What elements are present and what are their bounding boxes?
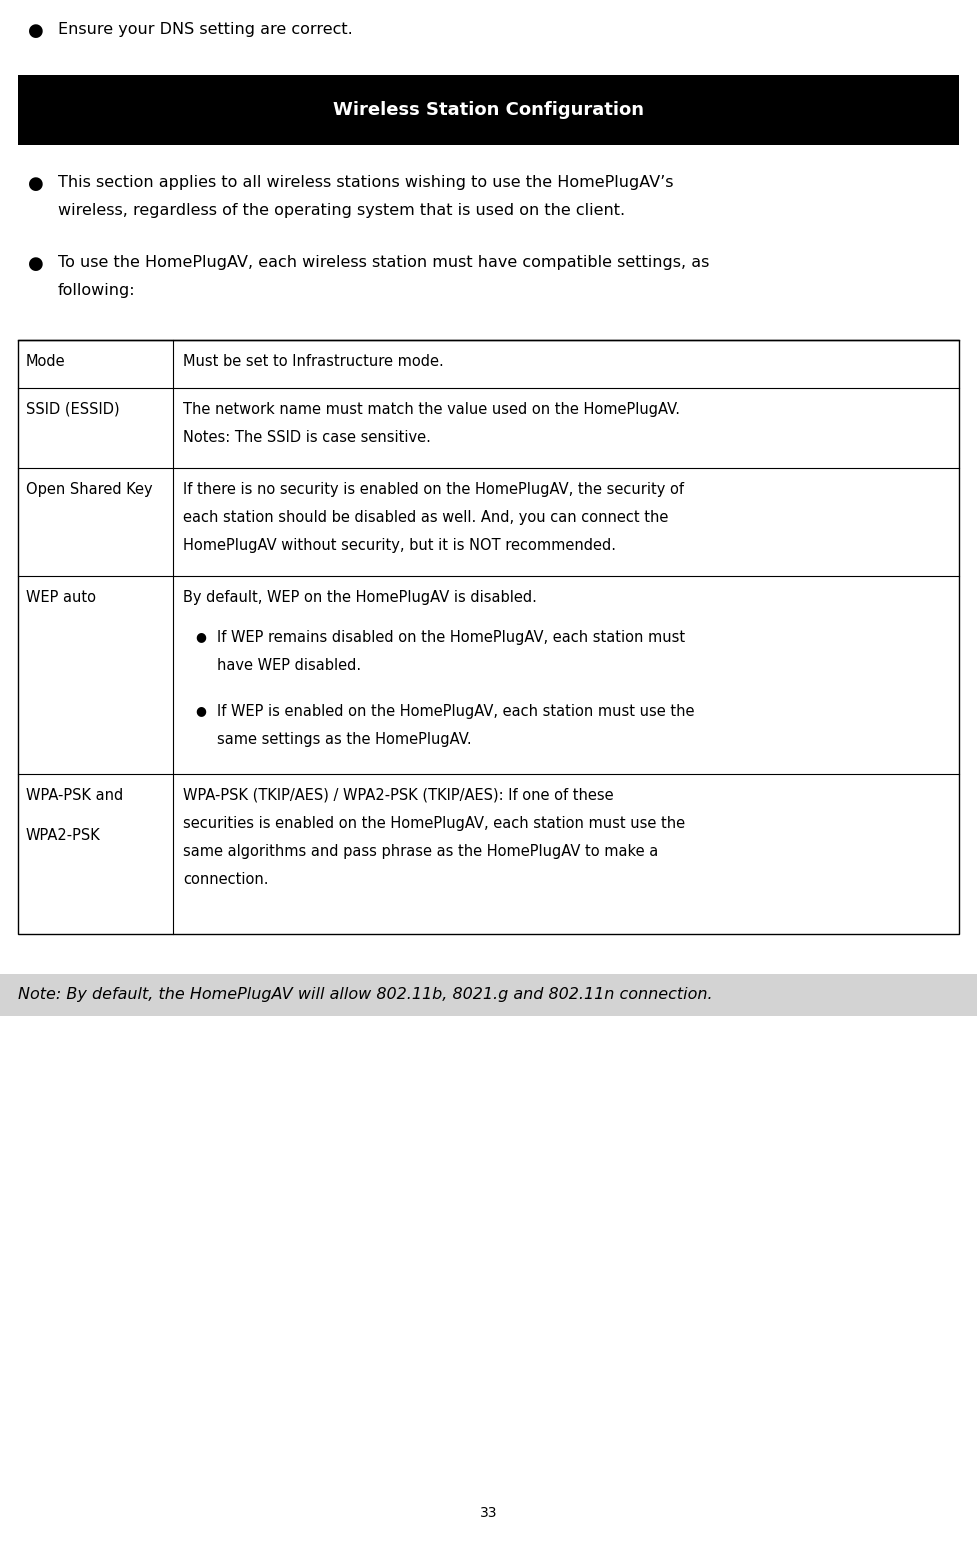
Text: have WEP disabled.: have WEP disabled. [217, 658, 361, 673]
Text: ●: ● [28, 175, 44, 194]
Text: wireless, regardless of the operating system that is used on the client.: wireless, regardless of the operating sy… [58, 203, 625, 218]
Text: If WEP is enabled on the HomePlugAV, each station must use the: If WEP is enabled on the HomePlugAV, eac… [217, 704, 695, 718]
Text: WPA-PSK and: WPA-PSK and [26, 788, 123, 803]
Text: The network name must match the value used on the HomePlugAV.: The network name must match the value us… [183, 402, 680, 416]
Text: Ensure your DNS setting are correct.: Ensure your DNS setting are correct. [58, 22, 353, 37]
Bar [0, 974, 977, 1015]
Text: following:: following: [58, 283, 136, 299]
Text: If WEP remains disabled on the HomePlugAV, each station must: If WEP remains disabled on the HomePlugA… [217, 630, 685, 646]
Text: ●: ● [195, 630, 206, 642]
Text: Note: By default, the HomePlugAV will allow 802.11b, 8021.g and 802.11n connecti: Note: By default, the HomePlugAV will al… [18, 988, 712, 1003]
Text: To use the HomePlugAV, each wireless station must have compatible settings, as: To use the HomePlugAV, each wireless sta… [58, 255, 709, 269]
Text: This section applies to all wireless stations wishing to use the HomePlugAV’s: This section applies to all wireless sta… [58, 175, 673, 190]
Text: 33: 33 [480, 1506, 497, 1520]
Text: By default, WEP on the HomePlugAV is disabled.: By default, WEP on the HomePlugAV is dis… [183, 590, 537, 605]
Text: If there is no security is enabled on the HomePlugAV, the security of: If there is no security is enabled on th… [183, 481, 684, 497]
Text: same settings as the HomePlugAV.: same settings as the HomePlugAV. [217, 732, 472, 748]
Text: Must be set to Infrastructure mode.: Must be set to Infrastructure mode. [183, 354, 444, 368]
Text: WEP auto: WEP auto [26, 590, 96, 605]
Bar [18, 341, 959, 933]
Text: Wireless Station Configuration: Wireless Station Configuration [333, 101, 644, 119]
Text: SSID (ESSID): SSID (ESSID) [26, 402, 119, 416]
Text: securities is enabled on the HomePlugAV, each station must use the: securities is enabled on the HomePlugAV,… [183, 816, 685, 831]
Text: Notes: The SSID is case sensitive.: Notes: The SSID is case sensitive. [183, 430, 431, 444]
Bar [18, 74, 959, 146]
Text: ●: ● [195, 704, 206, 717]
Text: each station should be disabled as well. And, you can connect the: each station should be disabled as well.… [183, 509, 668, 525]
Text: WPA-PSK (TKIP/AES) / WPA2-PSK (TKIP/AES): If one of these: WPA-PSK (TKIP/AES) / WPA2-PSK (TKIP/AES)… [183, 788, 614, 803]
Text: connection.: connection. [183, 872, 269, 887]
Text: WPA2-PSK: WPA2-PSK [26, 828, 101, 844]
Text: HomePlugAV without security, but it is NOT recommended.: HomePlugAV without security, but it is N… [183, 539, 616, 553]
Text: Mode: Mode [26, 354, 65, 368]
Text: ●: ● [28, 22, 44, 40]
Text: same algorithms and pass phrase as the HomePlugAV to make a: same algorithms and pass phrase as the H… [183, 844, 658, 859]
Text: ●: ● [28, 255, 44, 272]
Text: Open Shared Key: Open Shared Key [26, 481, 152, 497]
